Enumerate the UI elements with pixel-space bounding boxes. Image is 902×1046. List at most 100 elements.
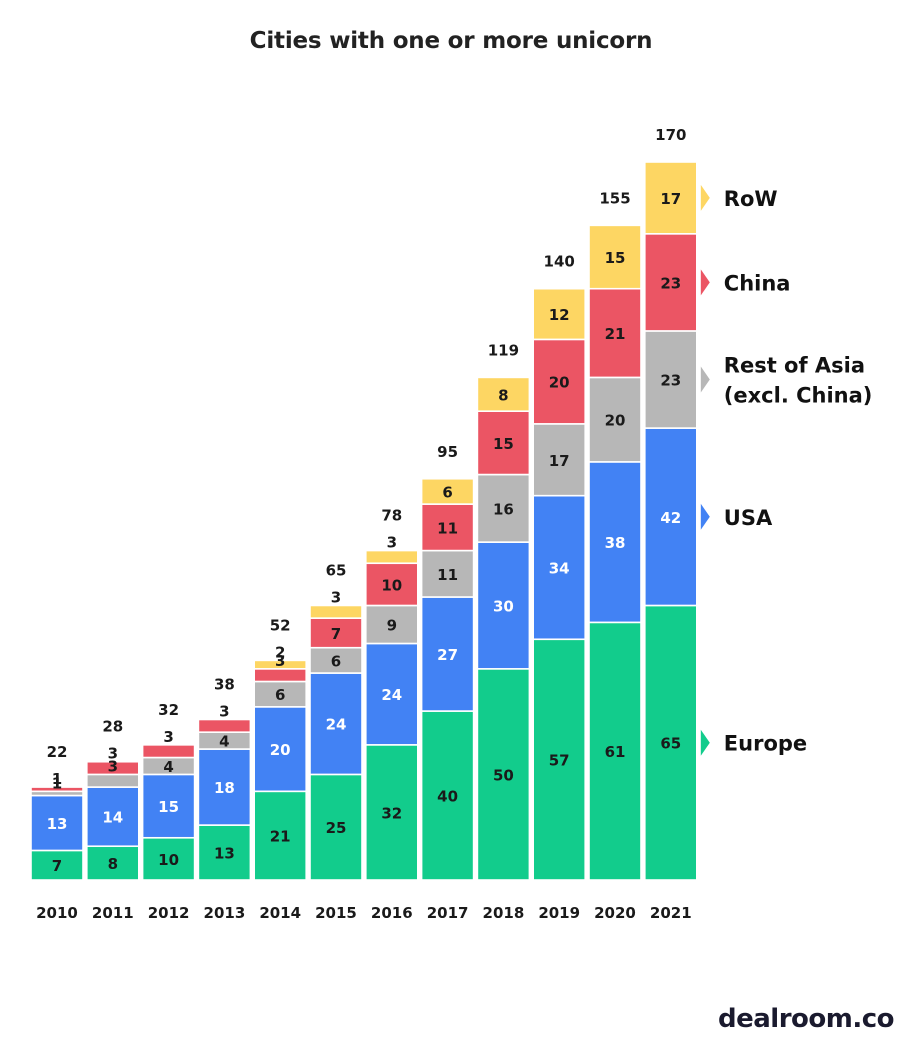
category-label: 2012 bbox=[148, 904, 190, 922]
value-label: 38 bbox=[605, 534, 626, 552]
legend-arrow-rest-of-asia bbox=[700, 366, 710, 393]
chart-title: Cities with one or more unicorn bbox=[249, 28, 653, 54]
bar-segment-usa-2015 bbox=[309, 672, 363, 776]
legend-label: Rest of Asia bbox=[724, 354, 865, 378]
value-label: 7 bbox=[52, 857, 62, 875]
value-label: 15 bbox=[605, 249, 626, 267]
total-label: 22 bbox=[47, 743, 68, 761]
value-label: 11 bbox=[437, 566, 458, 584]
bar-segment-usa-2019 bbox=[532, 494, 587, 641]
value-label: 2 bbox=[275, 643, 285, 661]
bar-segment-row-2017 bbox=[420, 477, 475, 505]
category-label: 2014 bbox=[259, 904, 301, 922]
bar-segment-europe-2010 bbox=[30, 849, 84, 881]
value-label: 8 bbox=[498, 386, 508, 404]
value-label: 1 bbox=[52, 770, 62, 788]
value-label: 3 bbox=[387, 534, 397, 552]
total-label: 140 bbox=[544, 253, 575, 271]
bar-segment-rest-of-asia-2021 bbox=[643, 330, 698, 429]
bar-segment-row-2020 bbox=[588, 224, 642, 290]
dealroom-logo: dealroom.co bbox=[718, 1004, 895, 1034]
bar-segment-usa-2013 bbox=[197, 748, 252, 826]
value-label: 9 bbox=[387, 616, 397, 634]
bar-segment-usa-2016 bbox=[364, 642, 419, 746]
value-label: 13 bbox=[47, 815, 68, 833]
value-label: 25 bbox=[326, 819, 347, 837]
value-label: 6 bbox=[442, 483, 452, 501]
legend-arrow-europe bbox=[700, 729, 710, 756]
value-label: 20 bbox=[605, 412, 626, 430]
value-label: 10 bbox=[158, 851, 179, 869]
value-label: 42 bbox=[660, 509, 681, 527]
total-label: 78 bbox=[381, 507, 402, 525]
value-label: 12 bbox=[549, 306, 570, 324]
category-label: 2016 bbox=[371, 904, 413, 922]
value-label: 4 bbox=[219, 733, 229, 751]
bar-segment-china-2013 bbox=[197, 718, 252, 733]
value-label: 40 bbox=[437, 788, 458, 806]
value-label: 30 bbox=[493, 597, 514, 615]
value-label: 20 bbox=[270, 741, 291, 759]
value-label: 24 bbox=[326, 716, 347, 734]
bar-segment-europe-2016 bbox=[364, 744, 419, 881]
value-label: 61 bbox=[605, 743, 626, 761]
bar-segment-europe-2014 bbox=[253, 790, 307, 881]
total-label: 65 bbox=[326, 561, 347, 579]
bar-segment-europe-2015 bbox=[309, 773, 363, 881]
value-label: 10 bbox=[381, 576, 402, 594]
value-label: 14 bbox=[102, 809, 123, 827]
legend-arrow-china bbox=[700, 269, 710, 296]
value-label: 57 bbox=[549, 752, 570, 770]
value-label: 15 bbox=[493, 435, 514, 453]
total-label: 28 bbox=[102, 718, 123, 736]
value-label: 34 bbox=[549, 559, 570, 577]
bar-segment-china-2010 bbox=[30, 786, 84, 793]
category-label: 2015 bbox=[315, 904, 357, 922]
value-label: 50 bbox=[493, 766, 514, 784]
bar-segment-rest-of-asia-2020 bbox=[588, 376, 642, 463]
value-label: 8 bbox=[108, 855, 118, 873]
legend-label: Europe bbox=[724, 732, 807, 756]
value-label: 21 bbox=[605, 325, 626, 343]
total-label: 52 bbox=[270, 616, 291, 634]
bar-segment-usa-2021 bbox=[643, 427, 698, 607]
bar-segment-china-2015 bbox=[309, 617, 363, 649]
value-label: 6 bbox=[331, 652, 341, 670]
category-label: 2020 bbox=[594, 904, 636, 922]
value-label: 15 bbox=[158, 798, 179, 816]
value-label: 17 bbox=[549, 452, 570, 470]
bar-segment-rest-of-asia-2011 bbox=[86, 773, 140, 788]
value-label: 21 bbox=[270, 828, 291, 846]
value-label: 3 bbox=[108, 757, 118, 775]
value-label: 13 bbox=[214, 845, 235, 863]
value-label: 11 bbox=[437, 519, 458, 537]
bar-segment-europe-2011 bbox=[86, 845, 140, 881]
legend-arrow-row bbox=[700, 184, 710, 211]
legend-label: USA bbox=[724, 506, 773, 530]
value-label: 27 bbox=[437, 646, 458, 664]
bar-segment-rest-of-asia-2019 bbox=[532, 423, 587, 497]
category-label: 2019 bbox=[538, 904, 580, 922]
bar-segment-row-2019 bbox=[532, 287, 587, 341]
bar-segment-rest-of-asia-2018 bbox=[476, 473, 531, 543]
bar-segment-row-2021 bbox=[643, 161, 698, 235]
total-label: 32 bbox=[158, 701, 179, 719]
value-label: 3 bbox=[219, 703, 229, 721]
value-label: 16 bbox=[493, 500, 514, 518]
value-label: 6 bbox=[275, 686, 285, 704]
total-label: 170 bbox=[655, 126, 686, 144]
bar-segment-china-2021 bbox=[643, 233, 698, 332]
category-label: 2013 bbox=[204, 904, 246, 922]
bar-segment-europe-2020 bbox=[588, 621, 642, 881]
bar-segment-china-2019 bbox=[532, 338, 587, 425]
value-label: 23 bbox=[660, 274, 681, 292]
bars-layer bbox=[30, 161, 698, 881]
total-label: 155 bbox=[599, 189, 630, 207]
bar-segment-europe-2013 bbox=[197, 824, 252, 881]
bar-segment-rest-of-asia-2014 bbox=[253, 680, 307, 708]
bar-segment-china-2016 bbox=[364, 562, 419, 607]
value-label: 32 bbox=[381, 804, 402, 822]
legend-arrow-usa bbox=[700, 503, 710, 530]
total-label: 95 bbox=[437, 443, 458, 461]
